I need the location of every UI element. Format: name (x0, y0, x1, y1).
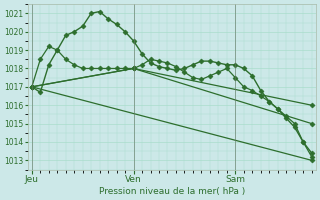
X-axis label: Pression niveau de la mer( hPa ): Pression niveau de la mer( hPa ) (99, 187, 245, 196)
